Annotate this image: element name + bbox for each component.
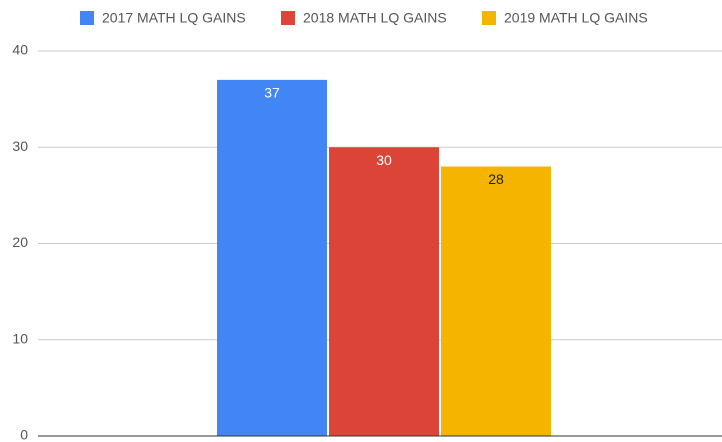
value-label: 28 — [488, 171, 504, 187]
value-label: 30 — [376, 152, 392, 168]
bar — [217, 79, 327, 436]
legend-swatch — [281, 11, 295, 25]
bar — [441, 166, 551, 436]
y-tick-label: 20 — [12, 234, 28, 250]
y-tick-label: 30 — [12, 138, 28, 154]
legend-label: 2018 MATH LQ GAINS — [303, 10, 447, 26]
legend-swatch — [482, 11, 496, 25]
bar — [329, 147, 439, 436]
value-label: 37 — [264, 85, 280, 101]
y-tick-label: 0 — [20, 427, 28, 442]
legend-label: 2019 MATH LQ GAINS — [504, 10, 648, 26]
legend-label: 2017 MATH LQ GAINS — [102, 10, 246, 26]
y-tick-label: 10 — [12, 330, 28, 346]
y-tick-label: 40 — [12, 42, 28, 58]
legend-swatch — [80, 11, 94, 25]
